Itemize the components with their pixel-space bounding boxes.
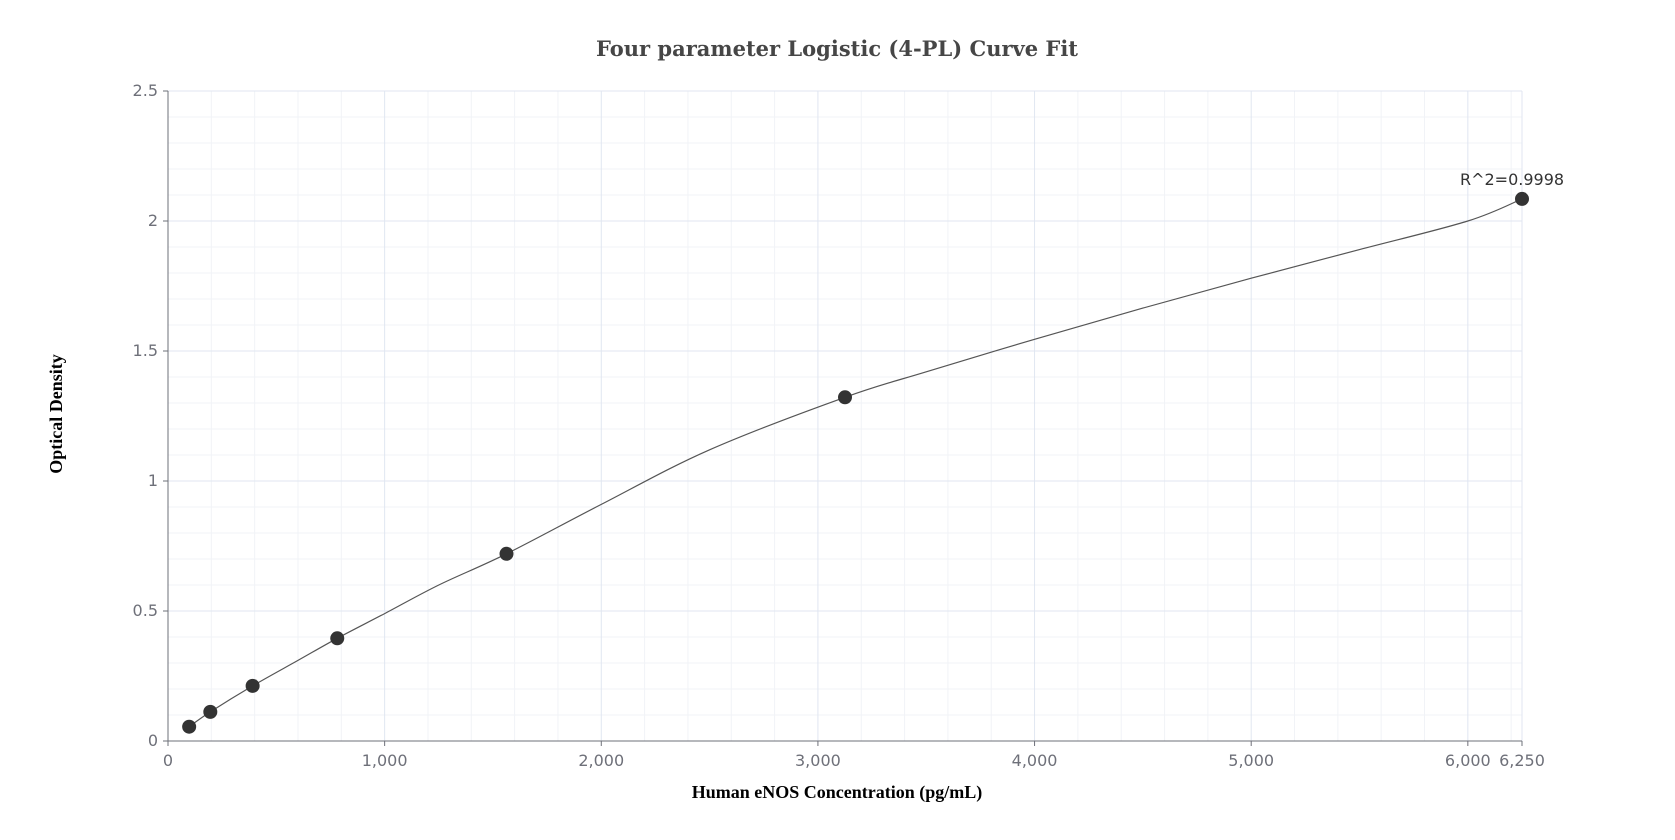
y-tick-label: 1.5 — [133, 341, 158, 360]
fit-curve-line — [188, 198, 1523, 728]
x-tick-label: 4,000 — [1012, 751, 1058, 770]
x-tick-label: 6,250 — [1499, 751, 1545, 770]
data-point — [499, 546, 514, 561]
x-tick-label: 0 — [163, 751, 173, 770]
y-tick-label: 2 — [148, 211, 158, 230]
axes: 0 1,000 2,000 3,000 4,000 5,000 6,000 6,250 0 0.5… — [133, 81, 1545, 770]
x-tick-label: 5,000 — [1228, 751, 1274, 770]
y-tick-label: 1 — [148, 471, 158, 490]
data-point — [1515, 191, 1529, 206]
x-tick-label: 2,000 — [578, 751, 624, 770]
data-points — [182, 191, 1529, 734]
chart-title: Four parameter Logistic (4-PL) Curve Fit — [596, 36, 1078, 61]
data-point — [838, 390, 852, 405]
y-tick-label: 0 — [148, 731, 158, 750]
data-point — [182, 719, 197, 734]
grid — [168, 90, 1523, 741]
data-point — [245, 678, 260, 693]
x-tick-label: 1,000 — [362, 751, 408, 770]
x-tick-label: 6,000 — [1445, 751, 1491, 770]
data-point — [203, 704, 218, 719]
r-squared-annotation: R^2=0.9998 — [1460, 170, 1564, 189]
y-axis-label: Optical Density — [46, 354, 66, 474]
data-point — [330, 631, 345, 646]
y-tick-label: 2.5 — [133, 81, 158, 100]
x-axis-label: Human eNOS Concentration (pg/mL) — [692, 782, 983, 803]
y-tick-label: 0.5 — [133, 601, 158, 620]
x-tick-label: 3,000 — [795, 751, 841, 770]
